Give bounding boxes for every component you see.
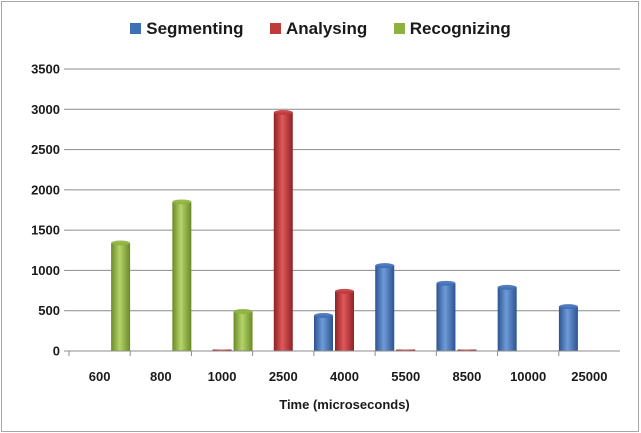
bar-cap-recognizing-1000 xyxy=(233,309,253,315)
bar-analysing-8500 xyxy=(457,349,477,351)
x-tick-label-8500: 8500 xyxy=(452,369,481,384)
x-tick-label-10000: 10000 xyxy=(510,369,546,384)
x-tick-label-800: 800 xyxy=(150,369,172,384)
x-tick-label-600: 600 xyxy=(89,369,111,384)
bar-segmenting-5500 xyxy=(375,265,395,351)
legend-label-analysing: Analysing xyxy=(285,19,368,38)
legend: Segmenting Analysing Recognizing xyxy=(0,19,641,39)
y-tick-label-3000: 3000 xyxy=(31,102,60,117)
bar-cap-analysing-4000 xyxy=(335,288,354,294)
x-tick-label-5500: 5500 xyxy=(391,369,420,384)
y-tick-label-3500: 3500 xyxy=(31,62,60,77)
legend-item-segmenting: Segmenting xyxy=(130,19,244,39)
bar-recognizing-600 xyxy=(111,243,131,351)
bar-cap-segmenting-4000 xyxy=(314,313,333,319)
y-axis-ticks: 0 500 1000 1500 2000 2500 3000 3500 xyxy=(31,62,69,359)
y-tick-label-2000: 2000 xyxy=(31,182,60,197)
bar-recognizing-1000 xyxy=(233,311,253,351)
y-tick-label-0: 0 xyxy=(53,344,60,359)
y-tick-label-2500: 2500 xyxy=(31,142,60,157)
y-tick-label-1000: 1000 xyxy=(31,263,60,278)
bar-analysing-4000 xyxy=(335,291,354,351)
bar-analysing-2500 xyxy=(273,112,293,351)
y-tick-label-1500: 1500 xyxy=(31,223,60,238)
x-axis-title: Time (microseconds) xyxy=(279,397,410,412)
bar-cap-segmenting-5500 xyxy=(375,263,395,269)
x-axis-ticks: 600 800 1000 2500 4000 5500 8500 10000 25000 xyxy=(68,351,607,384)
bar-segmenting-10000 xyxy=(497,287,517,351)
bar-cap-segmenting-25000 xyxy=(558,304,578,310)
legend-label-segmenting: Segmenting xyxy=(146,19,244,38)
y-tick-label-500: 500 xyxy=(38,303,60,318)
bar-cap-analysing-2500 xyxy=(273,110,293,116)
bar-cap-recognizing-600 xyxy=(111,240,131,246)
bars xyxy=(111,110,578,351)
x-tick-label-25000: 25000 xyxy=(571,369,607,384)
bar-analysing-1000 xyxy=(212,349,232,351)
legend-item-recognizing: Recognizing xyxy=(393,19,511,39)
legend-item-analysing: Analysing xyxy=(269,19,368,39)
bar-recognizing-800 xyxy=(172,201,192,351)
x-tick-label-4000: 4000 xyxy=(330,369,359,384)
bar-segmenting-8500 xyxy=(436,283,456,351)
bar-cap-recognizing-800 xyxy=(172,199,192,205)
bar-analysing-5500 xyxy=(396,349,416,351)
legend-swatch-analysing xyxy=(269,23,281,34)
legend-label-recognizing: Recognizing xyxy=(409,19,511,38)
x-tick-label-2500: 2500 xyxy=(269,369,298,384)
bar-cap-segmenting-10000 xyxy=(497,284,517,290)
bar-cap-segmenting-8500 xyxy=(436,280,456,286)
legend-swatch-recognizing xyxy=(393,23,405,34)
legend-swatch-segmenting xyxy=(130,23,142,34)
bar-segmenting-25000 xyxy=(558,306,578,351)
bar-segmenting-4000 xyxy=(314,315,333,351)
x-tick-label-1000: 1000 xyxy=(208,369,237,384)
